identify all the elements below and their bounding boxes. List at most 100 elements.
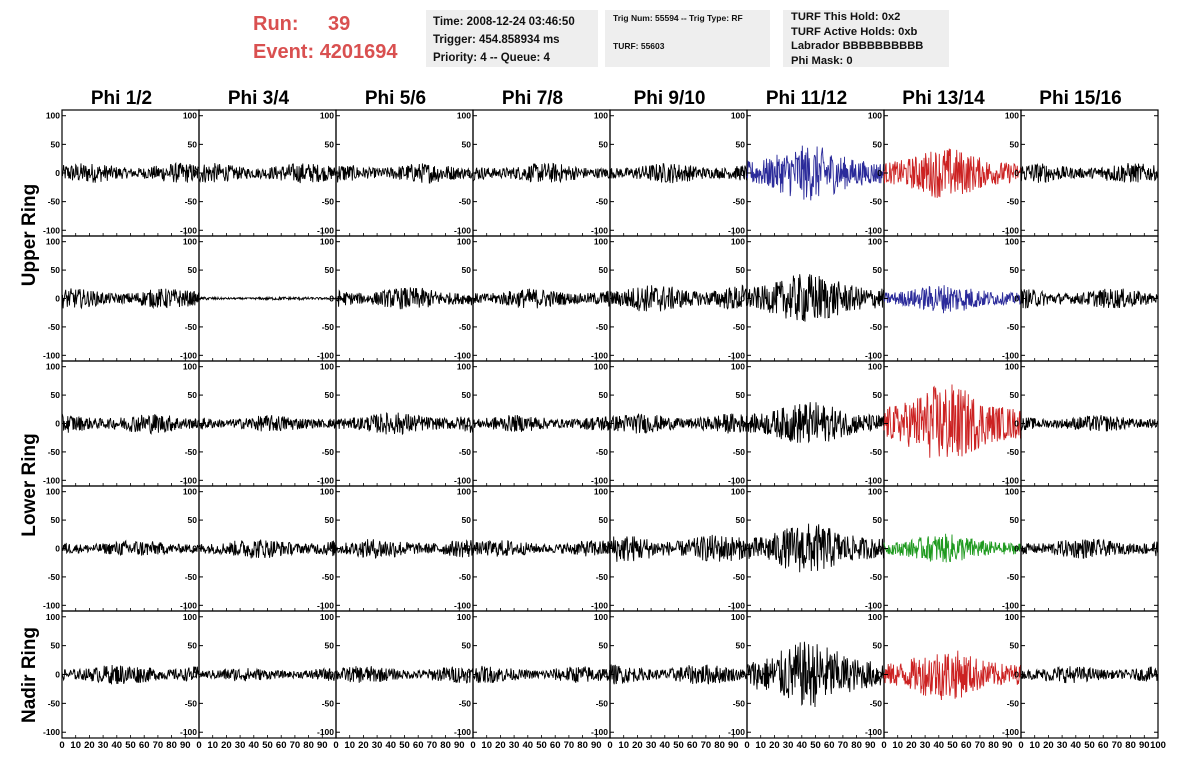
x-tick-label: 60 xyxy=(961,740,972,751)
y-tick-label: -100 xyxy=(1002,225,1019,235)
y-tick-label: -100 xyxy=(591,600,608,610)
x-tick-label: 0 xyxy=(881,740,886,751)
y-tick-label: 0 xyxy=(740,168,745,178)
y-tick-label: 50 xyxy=(873,641,883,651)
y-tick-label: -100 xyxy=(591,727,608,737)
waveform-trace-r4-c4 xyxy=(609,664,748,685)
y-tick-label: 0 xyxy=(877,294,882,304)
col-title-phi-1-2: Phi 1/2 xyxy=(90,88,153,109)
y-tick-label: 100 xyxy=(868,237,882,247)
y-tick-label: 100 xyxy=(731,612,745,622)
y-tick-label: 100 xyxy=(731,111,745,121)
y-tick-label: -50 xyxy=(1007,698,1020,708)
x-tick-label: 20 xyxy=(358,740,369,751)
y-tick-label: 50 xyxy=(462,641,472,651)
y-tick-label: 0 xyxy=(740,419,745,429)
y-tick-label: 100 xyxy=(183,237,197,247)
y-tick-label: 50 xyxy=(736,265,746,275)
waveform-trace-r3-c3 xyxy=(472,539,611,557)
y-tick-label: 100 xyxy=(320,487,334,497)
y-tick-label: 50 xyxy=(51,265,61,275)
waveform-trace-r2-c6 xyxy=(883,384,1022,458)
x-tick-label: 70 xyxy=(701,740,712,751)
y-tick-label: -100 xyxy=(1002,350,1019,360)
x-tick-label: 80 xyxy=(440,740,451,751)
y-tick-label: -50 xyxy=(185,197,198,207)
y-tick-label: -50 xyxy=(322,447,335,457)
y-tick-label: -100 xyxy=(728,350,745,360)
x-tick-label: 60 xyxy=(139,740,150,751)
y-tick-label: 100 xyxy=(731,237,745,247)
turf-num-text: TURF: 55603 xyxy=(613,41,665,51)
y-tick-label: 50 xyxy=(599,390,609,400)
x-tick-label: 80 xyxy=(714,740,725,751)
y-tick-label: 50 xyxy=(736,641,746,651)
x-tick-label: 0 xyxy=(1018,740,1023,751)
y-tick-label: 100 xyxy=(457,237,471,247)
x-tick-label: 20 xyxy=(632,740,643,751)
waveform-trace-r2-c3 xyxy=(472,415,611,432)
run-label: Run: xyxy=(253,13,299,35)
y-tick-label: 0 xyxy=(1014,419,1019,429)
x-tick-label: 0 xyxy=(196,740,201,751)
x-tick-label: 90 xyxy=(728,740,739,751)
x-tick-label: 10 xyxy=(1029,740,1040,751)
y-tick-label: 50 xyxy=(1010,515,1020,525)
waveform-trace-r1-c0 xyxy=(61,288,200,310)
x-tick-label: 90 xyxy=(1139,740,1150,751)
y-tick-label: -100 xyxy=(454,600,471,610)
x-tick-label: 100 xyxy=(1150,740,1166,751)
y-tick-label: -100 xyxy=(865,475,882,485)
y-tick-label: 100 xyxy=(183,111,197,121)
y-tick-label: 0 xyxy=(55,294,60,304)
x-tick-label: 60 xyxy=(1098,740,1109,751)
y-tick-label: 100 xyxy=(1005,362,1019,372)
waveform-trace-r0-c7 xyxy=(1020,163,1159,183)
y-tick-label: 100 xyxy=(46,111,60,121)
y-tick-label: 100 xyxy=(594,362,608,372)
y-tick-label: 50 xyxy=(51,515,61,525)
waveform-trace-r1-c4 xyxy=(609,284,748,312)
y-tick-label: -100 xyxy=(728,600,745,610)
event-row: Event: 4201694 xyxy=(253,38,398,66)
x-tick-label: 60 xyxy=(824,740,835,751)
x-tick-label: 50 xyxy=(810,740,821,751)
y-tick-label: 100 xyxy=(731,362,745,372)
y-tick-label: 0 xyxy=(466,419,471,429)
waveform-trace-r0-c5 xyxy=(746,145,885,201)
y-tick-label: -50 xyxy=(870,322,883,332)
waveform-trace-r1-c5 xyxy=(746,274,885,322)
waveform-trace-r1-c2 xyxy=(335,287,474,310)
y-tick-label: 0 xyxy=(740,544,745,554)
waveform-trace-r0-c1 xyxy=(198,163,337,184)
y-tick-label: 0 xyxy=(1014,544,1019,554)
y-tick-label: 50 xyxy=(188,265,198,275)
y-tick-label: 100 xyxy=(594,237,608,247)
y-tick-label: -50 xyxy=(596,572,609,582)
x-tick-label: 60 xyxy=(413,740,424,751)
y-tick-label: 100 xyxy=(183,487,197,497)
waveform-trace-r4-c7 xyxy=(1020,665,1159,684)
y-tick-label: -50 xyxy=(185,572,198,582)
waveform-trace-r1-c7 xyxy=(1020,288,1159,309)
x-tick-label: 30 xyxy=(509,740,520,751)
y-tick-label: 100 xyxy=(457,612,471,622)
waveform-trace-r4-c2 xyxy=(335,666,474,684)
waveform-trace-r4-c3 xyxy=(472,665,611,683)
y-tick-label: -100 xyxy=(43,727,60,737)
y-tick-label: -50 xyxy=(596,698,609,708)
y-tick-label: -50 xyxy=(870,572,883,582)
y-tick-label: 0 xyxy=(329,670,334,680)
turf-active-holds-text: TURF Active Holds: 0xb xyxy=(791,25,918,38)
y-tick-label: 50 xyxy=(51,390,61,400)
x-tick-label: 40 xyxy=(797,740,808,751)
x-tick-label: 10 xyxy=(892,740,903,751)
y-tick-label: 100 xyxy=(457,487,471,497)
y-tick-label: 100 xyxy=(868,111,882,121)
y-tick-label: -50 xyxy=(322,197,335,207)
y-tick-label: -100 xyxy=(43,475,60,485)
y-tick-label: 50 xyxy=(462,390,472,400)
y-tick-label: -100 xyxy=(728,225,745,235)
y-tick-label: -50 xyxy=(870,447,883,457)
y-tick-label: -50 xyxy=(733,447,746,457)
